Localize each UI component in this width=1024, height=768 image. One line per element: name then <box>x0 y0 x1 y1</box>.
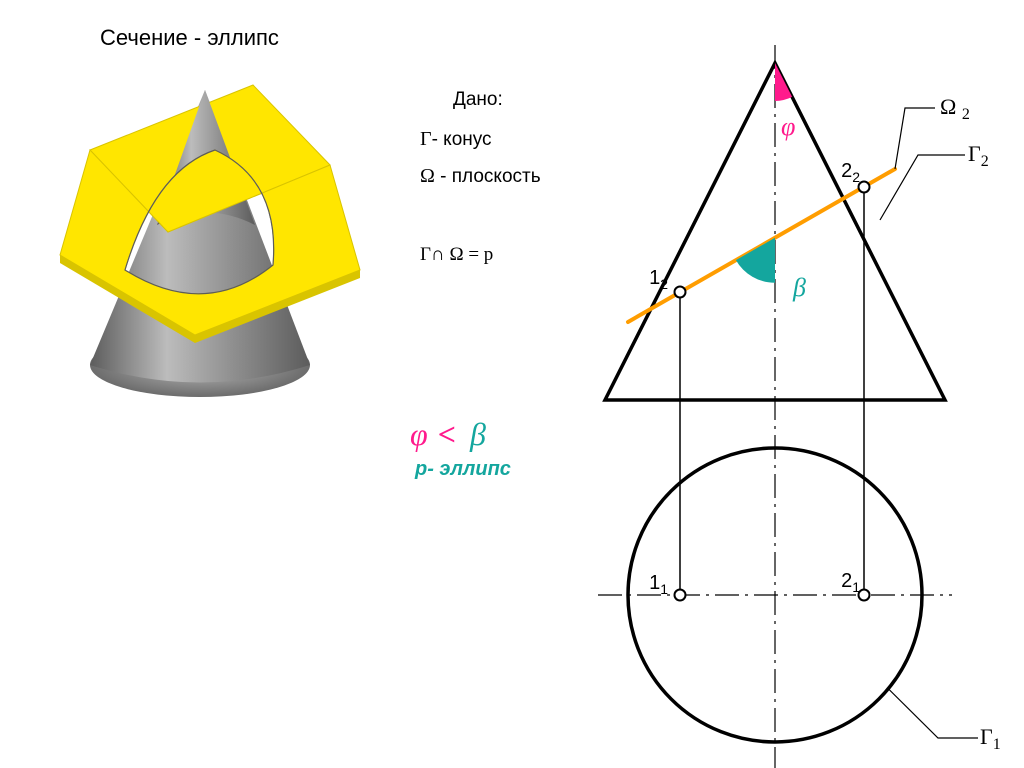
given-heading: Дано: <box>453 89 503 110</box>
condition-result: р- эллипс <box>414 458 511 480</box>
given-line1: Γ- конус <box>420 128 492 150</box>
point-2-2 <box>859 182 870 193</box>
label-phi: φ <box>781 112 795 141</box>
illustration-3d <box>60 85 360 397</box>
point-1-2 <box>675 287 686 298</box>
angle-phi <box>775 63 792 101</box>
point-2-1 <box>859 590 870 601</box>
given-relation: Γ∩ Ω = р <box>420 244 493 265</box>
label-point-2-2: 22 <box>841 160 860 185</box>
leader-gamma1 <box>888 689 978 738</box>
label-point-1-1: 11 <box>649 572 668 597</box>
condition: φ < β <box>410 416 486 452</box>
point-1-1 <box>675 590 686 601</box>
angle-beta <box>736 238 775 283</box>
leader-gamma2 <box>880 155 965 220</box>
title: Сечение - эллипс <box>100 25 279 50</box>
given-line2: Ω - плоскость <box>420 165 541 187</box>
label-omega2: Ω 2 <box>940 94 970 123</box>
label-point-2-1: 21 <box>841 570 860 595</box>
label-gamma2: Γ2 <box>968 141 989 170</box>
label-beta: β <box>792 273 806 302</box>
label-point-1-2: 12 <box>649 267 668 292</box>
label-gamma1: Γ1 <box>980 724 1001 753</box>
